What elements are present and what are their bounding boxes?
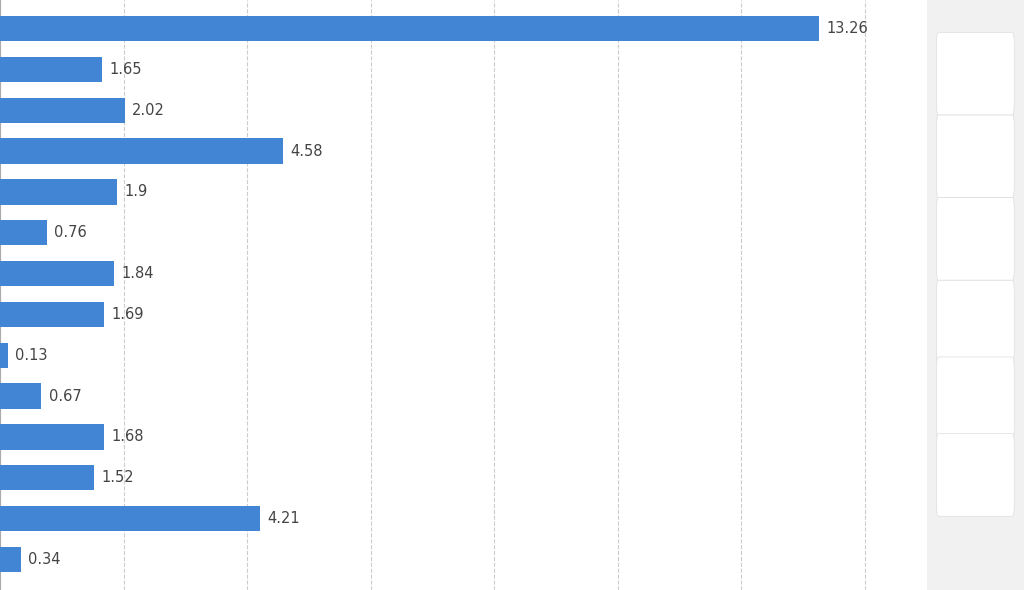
Text: 1.69: 1.69 [112, 307, 144, 322]
Text: 2.02: 2.02 [132, 103, 165, 118]
Text: 4.21: 4.21 [267, 511, 300, 526]
FancyBboxPatch shape [936, 198, 1014, 280]
Bar [0, 220, 47, 245]
Text: 1.68: 1.68 [112, 430, 143, 444]
FancyBboxPatch shape [936, 434, 1014, 516]
Text: 0.67: 0.67 [49, 389, 82, 404]
Text: 1.84: 1.84 [121, 266, 154, 281]
Bar [0, 465, 94, 490]
Bar [0, 547, 22, 572]
FancyBboxPatch shape [936, 280, 1014, 363]
Text: 0.13: 0.13 [15, 348, 48, 363]
Text: 0.76: 0.76 [54, 225, 87, 240]
Text: 0.34: 0.34 [29, 552, 60, 567]
FancyBboxPatch shape [936, 357, 1014, 440]
Bar [0, 301, 104, 327]
Bar [0, 261, 114, 286]
Bar [0, 179, 118, 205]
Bar [0, 506, 260, 531]
Text: 4.58: 4.58 [291, 143, 323, 159]
Text: 1.9: 1.9 [125, 185, 148, 199]
Text: 1.52: 1.52 [101, 470, 134, 485]
Bar [0, 384, 41, 409]
Bar [0, 16, 819, 41]
Bar [0, 424, 103, 450]
Bar [0, 343, 8, 368]
Bar [0, 57, 102, 82]
Text: 13.26: 13.26 [826, 21, 868, 36]
Bar [0, 97, 125, 123]
FancyBboxPatch shape [936, 115, 1014, 198]
Text: 1.65: 1.65 [110, 62, 142, 77]
Bar [0, 139, 283, 164]
FancyBboxPatch shape [936, 32, 1014, 115]
